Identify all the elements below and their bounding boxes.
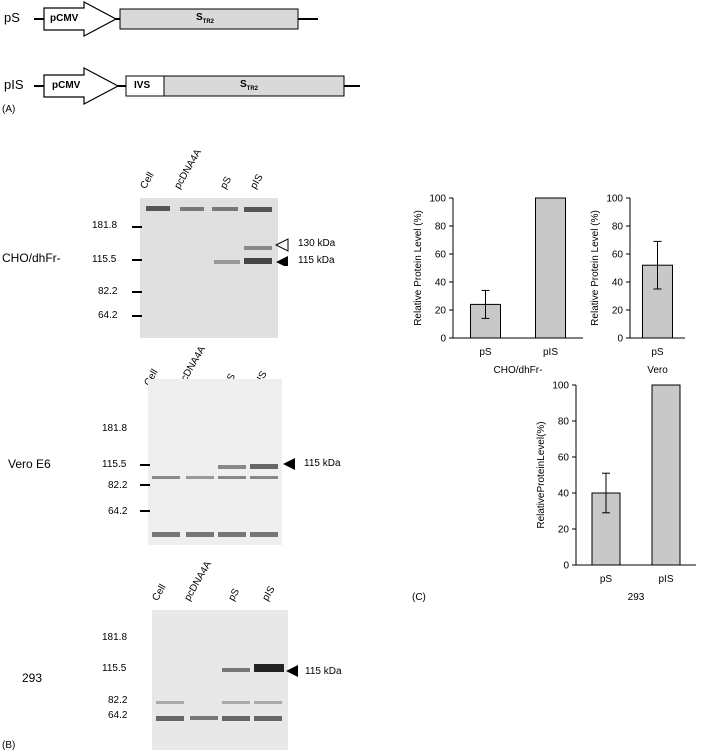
y-axis-label: RelativeProteinLevel(%) (536, 421, 547, 528)
marker-label: 115.5 (102, 459, 127, 470)
marker-label: 181.8 (92, 220, 118, 231)
y-tick-label: 100 (552, 381, 569, 392)
cell-line-label: Vero E6 (8, 457, 51, 471)
x-tick-label: pS (600, 574, 613, 585)
y-tick-label: 0 (563, 561, 569, 572)
lane-label-pcdna4a: pcDNA4A (182, 559, 214, 603)
marker-label: 115.5 (92, 254, 117, 265)
construct-map (34, 67, 360, 105)
marker-label: 82.2 (108, 480, 128, 491)
panel-a-label: (A) (2, 104, 16, 115)
western-blot-293: Cell pcDNA4A pS pIS 181.8 115.5 82.2 64.… (0, 550, 380, 755)
lane-label-pis: pIS (260, 584, 278, 603)
blot-membrane (148, 379, 282, 545)
y-tick-label: 80 (558, 417, 570, 428)
band-arrow-icons (275, 238, 289, 266)
band-label: 130 kDa (298, 238, 336, 249)
promoter-label: pCMV (52, 80, 81, 91)
band-arrow-icon (283, 458, 295, 470)
x-axis-label: Vero (647, 365, 668, 376)
construct-diagram-pis: pIS pCMV IVS STR2 (0, 62, 380, 107)
marker-ticks (140, 464, 150, 512)
x-tick-label: pIS (543, 347, 558, 358)
marker-label: 64.2 (98, 310, 118, 321)
construct-name: pIS (4, 77, 24, 92)
gene-label: STR2 (240, 79, 259, 92)
marker-ticks (132, 226, 142, 317)
x-tick-label: pIS (658, 574, 673, 585)
x-tick-label: pS (479, 347, 492, 358)
band-arrow-icon (286, 665, 298, 677)
marker-label: 181.8 (102, 632, 128, 643)
panel-c-label: (C) (412, 592, 426, 603)
blot-membrane (152, 610, 288, 750)
blot-membrane (140, 198, 278, 338)
y-tick-label: 20 (558, 525, 570, 536)
y-tick-label: 0 (617, 334, 623, 345)
x-axis-label: CHO/dhFr- (494, 365, 543, 376)
y-tick-label: 60 (558, 453, 570, 464)
marker-label: 64.2 (108, 506, 128, 517)
lane-label-pcdna4a: pcDNA4A (172, 147, 204, 191)
marker-label: 82.2 (108, 695, 128, 706)
y-axis-label: Relative Protein Level (%) (590, 210, 601, 326)
marker-label: 181.8 (102, 423, 128, 434)
lane-label-cell: Cell (138, 170, 157, 191)
lane-label-ps: pS (226, 586, 243, 603)
bar (535, 197, 566, 339)
y-tick-label: 20 (435, 306, 447, 317)
panel-b-label: (B) (2, 740, 16, 751)
marker-label: 64.2 (108, 710, 128, 721)
gene-label: STR2 (196, 12, 215, 25)
construct-map (34, 1, 318, 37)
y-tick-label: 0 (440, 334, 446, 345)
x-axis-label: 293 (628, 592, 645, 603)
y-tick-label: 60 (435, 250, 447, 261)
band-label: 115 kDa (304, 458, 341, 469)
cell-line-label: CHO/dhFr- (2, 251, 61, 265)
construct-name: pS (4, 10, 20, 25)
y-tick-label: 80 (435, 222, 447, 233)
cell-line-label: 293 (22, 671, 43, 685)
x-tick-label: pS (651, 347, 664, 358)
y-tick-label: 100 (606, 194, 623, 205)
band-label: 115 kDa (305, 666, 342, 677)
y-tick-label: 40 (612, 278, 624, 289)
band-label: 115 kDa (298, 255, 335, 266)
western-blot-cho: Cell pcDNA4A pS pIS 181.8 115.5 82.2 64.… (0, 147, 380, 345)
lane-label-pis: pIS (248, 172, 266, 191)
lane-label-ps: pS (218, 174, 235, 191)
bar (651, 384, 681, 566)
marker-label: 115.5 (102, 663, 127, 674)
western-blot-vero: Cell pcDNA4A pS pIS 181.8 115.5 82.2 64.… (0, 344, 380, 550)
y-tick-label: 40 (435, 278, 447, 289)
y-tick-label: 40 (558, 489, 570, 500)
lane-label-cell: Cell (150, 582, 169, 603)
marker-label: 82.2 (98, 286, 118, 297)
y-tick-label: 80 (612, 222, 624, 233)
y-axis-label: Relative Protein Level (%) (413, 210, 424, 326)
promoter-label: pCMV (50, 13, 79, 24)
construct-diagram-ps: pS pCMV STR2 (0, 0, 340, 45)
y-tick-label: 60 (612, 250, 624, 261)
y-tick-label: 100 (429, 194, 446, 205)
y-tick-label: 20 (612, 306, 624, 317)
intron-label: IVS (134, 80, 151, 91)
